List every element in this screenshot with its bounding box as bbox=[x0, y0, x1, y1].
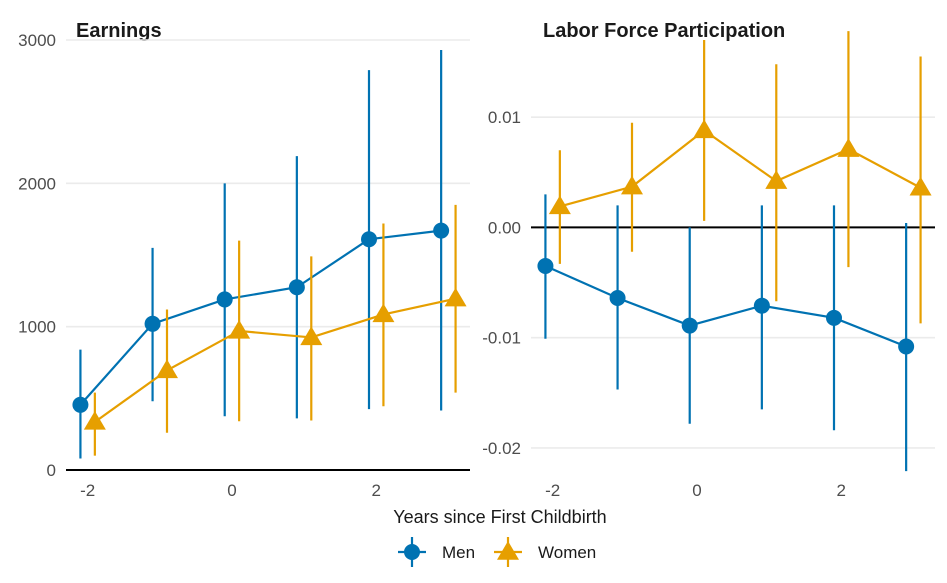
point-earnings-women-0 bbox=[83, 410, 106, 430]
legend-key-marker-men bbox=[404, 544, 420, 560]
y-tick-label-lfp-0: -0.02 bbox=[482, 439, 521, 458]
point-lfp-women-4 bbox=[837, 138, 860, 157]
point-lfp-women-5 bbox=[909, 176, 932, 196]
point-lfp-men-0 bbox=[537, 258, 554, 275]
y-tick-label-earnings-3: 3000 bbox=[18, 31, 56, 50]
point-lfp-women-1 bbox=[621, 175, 643, 195]
point-earnings-women-4 bbox=[372, 303, 395, 323]
series-line-earnings-men bbox=[79, 229, 442, 406]
x-tick-label-earnings-1: 0 bbox=[227, 481, 236, 500]
point-earnings-men-1 bbox=[144, 315, 161, 332]
plot-area-labor-force: -0.02 -0.01 0.00 0.01 -2 0 2 bbox=[482, 31, 935, 500]
y-tick-label-lfp-1: -0.01 bbox=[482, 329, 521, 348]
series-line-lfp-women bbox=[559, 129, 922, 208]
point-lfp-men-2 bbox=[681, 317, 698, 334]
point-earnings-women-3 bbox=[300, 326, 323, 346]
y-tick-label-lfp-3: 0.01 bbox=[488, 108, 521, 127]
point-earnings-women-1 bbox=[156, 359, 178, 379]
point-lfp-women-3 bbox=[765, 170, 788, 189]
point-lfp-men-1 bbox=[609, 290, 626, 306]
plot-area-earnings: 0 1000 2000 3000 -2 0 2 bbox=[18, 31, 470, 500]
point-earnings-men-3 bbox=[288, 279, 305, 296]
point-lfp-men-4 bbox=[826, 309, 842, 326]
legend-label-women: Women bbox=[538, 543, 596, 562]
point-lfp-men-3 bbox=[753, 297, 770, 314]
panel-title-earnings: Earnings bbox=[76, 20, 162, 42]
point-lfp-women-0 bbox=[548, 195, 571, 215]
point-earnings-men-2 bbox=[216, 291, 233, 308]
x-axis-title: Years since First Childbirth bbox=[393, 507, 606, 527]
legend-item-women: Women bbox=[494, 537, 596, 567]
y-tick-label-earnings-0: 0 bbox=[47, 461, 56, 480]
series-line-lfp-men bbox=[544, 265, 907, 348]
legend: Men Women bbox=[398, 537, 596, 567]
legend-item-men: Men bbox=[398, 537, 475, 567]
x-tick-label-earnings-2: 2 bbox=[371, 481, 380, 500]
legend-label-men: Men bbox=[442, 543, 475, 562]
panel-earnings: Earnings 0 1000 2000 3000 -2 0 2 bbox=[18, 20, 470, 500]
x-tick-label-lfp-0: -2 bbox=[545, 481, 560, 500]
x-tick-label-lfp-1: 0 bbox=[692, 481, 701, 500]
point-lfp-men-5 bbox=[898, 338, 915, 355]
point-earnings-men-4 bbox=[361, 231, 377, 248]
panel-labor-force: Labor Force Participation -0.02 -0.01 0.00… bbox=[482, 20, 935, 500]
panel-title-labor-force: Labor Force Participation bbox=[543, 20, 785, 42]
point-earnings-women-2 bbox=[228, 319, 251, 339]
y-tick-label-earnings-2: 2000 bbox=[18, 174, 56, 193]
x-tick-label-earnings-0: -2 bbox=[80, 481, 95, 500]
point-earnings-men-5 bbox=[433, 222, 450, 239]
point-lfp-women-2 bbox=[693, 119, 716, 139]
point-earnings-men-0 bbox=[72, 396, 89, 413]
x-tick-label-lfp-2: 2 bbox=[836, 481, 845, 500]
series-line-earnings-women bbox=[94, 297, 456, 423]
y-tick-label-lfp-2: 0.00 bbox=[488, 218, 521, 237]
point-earnings-women-5 bbox=[444, 287, 467, 307]
y-tick-label-earnings-1: 1000 bbox=[18, 318, 56, 337]
legend-key-marker-women bbox=[497, 541, 519, 560]
